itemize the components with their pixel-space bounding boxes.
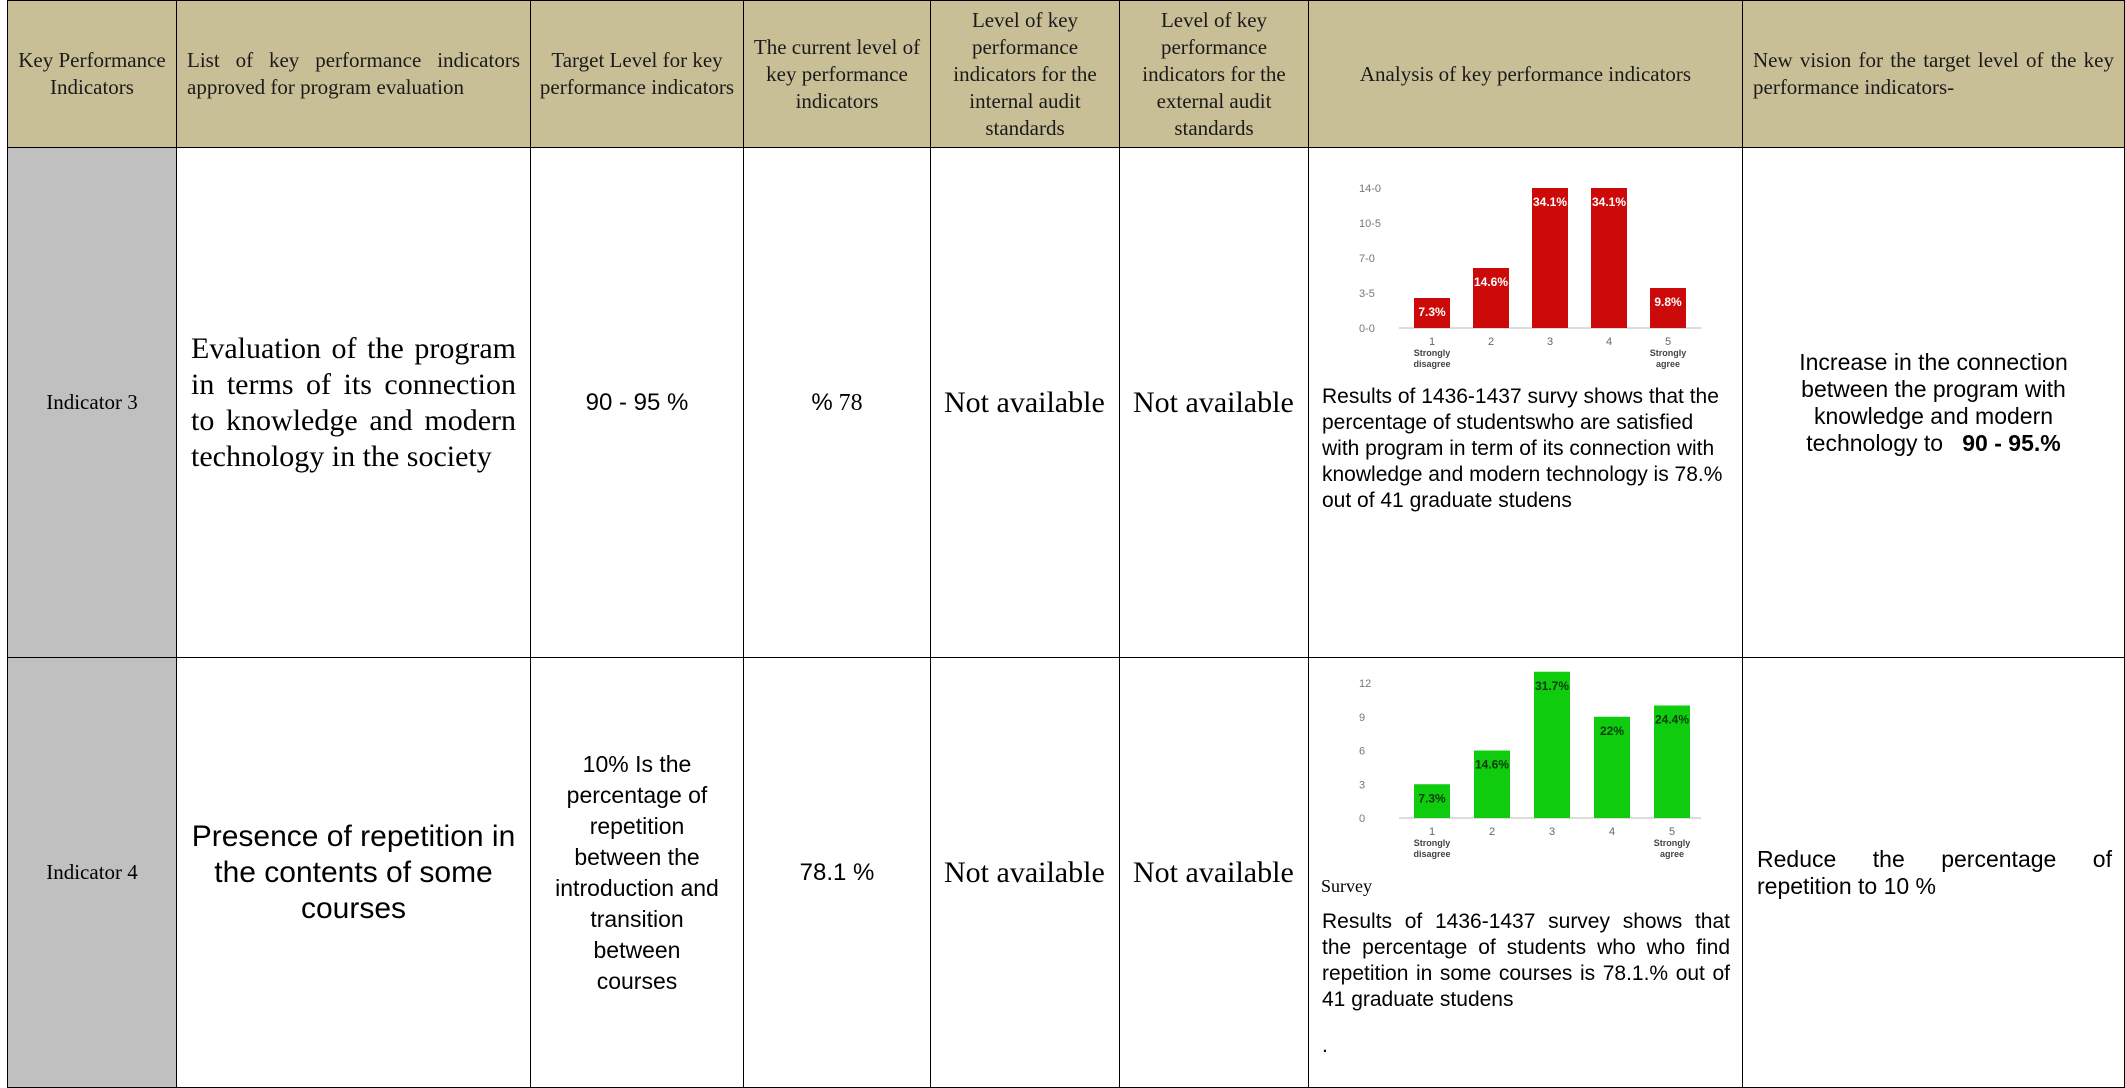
header-row: Key Performance Indicators List of key p… bbox=[7, 0, 2125, 148]
x-tick-sublabel: Strongly bbox=[1654, 838, 1691, 848]
bar bbox=[1473, 268, 1509, 328]
target-level: 10% Is the percentage of repetition betw… bbox=[530, 657, 744, 1088]
bar bbox=[1650, 288, 1686, 328]
y-tick-label: 6 bbox=[1359, 746, 1365, 758]
header-current-level: The current level of key performance ind… bbox=[743, 0, 931, 148]
data-label: 34.1% bbox=[1533, 195, 1567, 209]
kpi-table: Key Performance Indicators List of key p… bbox=[7, 0, 2125, 1088]
data-label: 14.6% bbox=[1474, 275, 1508, 289]
bar bbox=[1474, 750, 1510, 818]
header-target-level: Target Level for key performance indicat… bbox=[530, 0, 744, 148]
analysis-cell: 0 3 6 9 12 7.3% 1 Strongly disagree 14.6% 2 31.7% 3 2… bbox=[1308, 657, 1743, 1088]
bar bbox=[1414, 298, 1450, 328]
indicator-row: Indicator 4 Presence of repetition in th… bbox=[7, 657, 2125, 1088]
new-vision: Reduce the percentage of repetition to 1… bbox=[1742, 657, 2125, 1088]
header-new-vision: New vision for the target level of the k… bbox=[1742, 0, 2125, 148]
data-label: 24.4% bbox=[1655, 713, 1689, 727]
target-level: 90 - 95 % bbox=[530, 147, 744, 658]
y-tick-label: 0-0 bbox=[1359, 323, 1375, 335]
indicator-label: Indicator 3 bbox=[7, 147, 177, 658]
current-level: 78.1 % bbox=[743, 657, 931, 1088]
x-tick-sublabel: agree bbox=[1660, 849, 1684, 859]
header-analysis: Analysis of key performance indicators bbox=[1308, 0, 1743, 148]
x-tick-label: 1 bbox=[1429, 336, 1435, 348]
external-audit-level: Not available bbox=[1119, 657, 1309, 1088]
x-tick-label: 5 bbox=[1665, 336, 1671, 348]
survey-label: Survey bbox=[1321, 876, 1372, 896]
x-tick-sublabel: Strongly bbox=[1650, 348, 1687, 358]
bar bbox=[1414, 784, 1450, 818]
header-kpi-list: List of key performance indicators appro… bbox=[176, 0, 531, 148]
y-tick-label: 14-0 bbox=[1359, 183, 1381, 195]
x-tick-label: 1 bbox=[1429, 826, 1435, 838]
x-tick-label: 2 bbox=[1488, 336, 1494, 348]
external-audit-level: Not available bbox=[1119, 147, 1309, 658]
x-tick-label: 2 bbox=[1489, 826, 1495, 838]
analysis-text: Results of 1436-1437 survy shows that th… bbox=[1322, 385, 1723, 512]
bar bbox=[1654, 705, 1690, 818]
y-tick-label: 9 bbox=[1359, 712, 1365, 724]
x-tick-label: 4 bbox=[1606, 336, 1612, 348]
y-tick-label: 7-0 bbox=[1359, 253, 1375, 265]
x-tick-sublabel: Strongly bbox=[1414, 348, 1451, 358]
new-vision-target: 90 - 95.% bbox=[1962, 429, 2061, 456]
internal-audit-level: Not available bbox=[930, 657, 1120, 1088]
x-tick-sublabel: disagree bbox=[1413, 849, 1450, 859]
y-tick-label: 3 bbox=[1359, 779, 1365, 791]
current-level-value: 78 bbox=[838, 389, 863, 416]
kpi-description: Presence of repetition in the contents o… bbox=[176, 657, 531, 1088]
header-internal-audit: Level of key performance indicators for … bbox=[930, 0, 1120, 148]
x-tick-sublabel: Strongly bbox=[1414, 838, 1451, 848]
new-vision-text: Increase in the connection between the p… bbox=[1799, 348, 2068, 456]
data-label: 14.6% bbox=[1475, 758, 1509, 772]
x-tick-label: 3 bbox=[1547, 336, 1553, 348]
data-label: 7.3% bbox=[1418, 305, 1446, 319]
x-tick-label: 4 bbox=[1609, 826, 1615, 838]
data-label: 7.3% bbox=[1418, 791, 1446, 805]
y-tick-label: 3-5 bbox=[1359, 288, 1375, 300]
header-external-audit: Level of key performance indicators for … bbox=[1119, 0, 1309, 148]
current-level: % 78 bbox=[743, 147, 931, 658]
bar-chart: 0369127.3%1Stronglydisagree14.6%231.7%32… bbox=[1359, 671, 1701, 859]
x-tick-sublabel: agree bbox=[1656, 359, 1680, 369]
data-label: 34.1% bbox=[1592, 195, 1626, 209]
repetition-chart: 0 3 6 9 12 7.3% 1 Strongly disagree 14.6% 2 31.7% 3 2… bbox=[1310, 659, 1742, 881]
analysis-cell: 0-0 3-5 7-0 10-5 14-0 7.3% 1 Strongly disagree 14… bbox=[1308, 147, 1743, 658]
trailing-mark: . bbox=[1322, 1034, 1328, 1057]
data-label: 9.8% bbox=[1654, 295, 1682, 309]
bar bbox=[1534, 671, 1570, 818]
kpi-description: Evaluation of the program in terms of it… bbox=[176, 147, 531, 658]
y-tick-label: 10-5 bbox=[1359, 218, 1381, 230]
data-label: 22% bbox=[1600, 724, 1624, 738]
analysis-text: Results of 1436-1437 survey shows that t… bbox=[1322, 910, 1730, 1011]
indicator-label: Indicator 4 bbox=[7, 657, 177, 1088]
data-label: 31.7% bbox=[1535, 679, 1569, 693]
y-tick-label: 12 bbox=[1359, 678, 1371, 690]
y-tick-label: 0 bbox=[1359, 813, 1365, 825]
bar bbox=[1591, 188, 1627, 328]
bar-chart: 0-03-57-010-514-07.3%1Stronglydisagree14… bbox=[1359, 183, 1701, 369]
current-level-prefix: % bbox=[811, 388, 833, 416]
x-tick-label: 3 bbox=[1549, 826, 1555, 838]
header-key-performance-indicators: Key Performance Indicators bbox=[7, 0, 177, 148]
internal-audit-level: Not available bbox=[930, 147, 1120, 658]
x-tick-label: 5 bbox=[1669, 826, 1675, 838]
bar bbox=[1532, 188, 1568, 328]
x-tick-sublabel: disagree bbox=[1413, 359, 1450, 369]
bar bbox=[1594, 716, 1630, 818]
new-vision: Increase in the connection between the p… bbox=[1742, 147, 2125, 658]
indicator-row: Indicator 3 Evaluation of the program in… bbox=[7, 147, 2125, 658]
satisfaction-chart: 0-0 3-5 7-0 10-5 14-0 7.3% 1 Strongly disagree 14… bbox=[1310, 149, 1742, 385]
